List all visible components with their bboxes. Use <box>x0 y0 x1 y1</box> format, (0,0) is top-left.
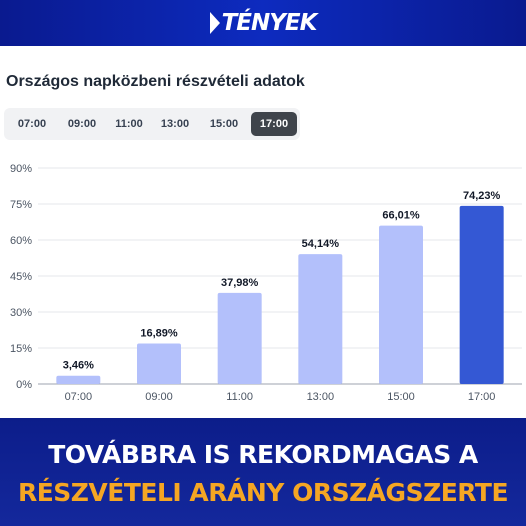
brand-logo: TÉNYEK <box>209 10 318 36</box>
time-tabs: 07:00 09:00 11:00 13:00 15:00 17:00 <box>4 108 300 140</box>
bar-chart: 0% 15% 30% 45% 60% 75% 90% 3,46% 07:00 16,89% 09:0… <box>10 163 522 403</box>
data-label: 66,01% <box>382 210 420 222</box>
headline-line-1: TOVÁBBRA IS REKORDMAGAS A <box>48 440 478 469</box>
chart-title: Országos napközbeni részvételi adatok <box>6 73 305 90</box>
x-tick-label: 11:00 <box>226 391 253 403</box>
x-tick-label: 17:00 <box>468 391 496 403</box>
tab-0900[interactable]: 09:00 <box>67 118 97 130</box>
bar-0700 <box>56 375 101 384</box>
tab-0700[interactable]: 07:00 <box>17 118 47 130</box>
bar-1300 <box>298 254 343 384</box>
x-tick-label: 15:00 <box>387 391 415 403</box>
y-tick-label: 75% <box>10 199 32 211</box>
y-tick-label: 90% <box>10 163 32 175</box>
bar-1700 <box>459 205 504 384</box>
data-label: 74,23% <box>463 190 501 202</box>
y-tick-label: 15% <box>10 343 32 355</box>
x-tick-label: 13:00 <box>307 391 335 403</box>
bar-0900 <box>137 343 181 384</box>
y-tick-label: 45% <box>10 271 32 283</box>
data-label: 37,98% <box>221 277 259 289</box>
tab-1500[interactable]: 15:00 <box>209 118 239 130</box>
data-label: 54,14% <box>302 238 340 250</box>
x-tick-label: 07:00 <box>65 391 93 403</box>
bar-1500 <box>379 225 423 384</box>
y-tick-label: 0% <box>16 379 32 391</box>
y-tick-label: 60% <box>10 235 32 247</box>
data-label: 16,89% <box>140 327 178 339</box>
x-tick-label: 09:00 <box>145 391 173 403</box>
bar-1100 <box>217 292 262 384</box>
tab-1700[interactable]: 17:00 <box>251 112 297 136</box>
top-banner: TÉNYEK <box>0 0 526 46</box>
y-tick-label: 30% <box>10 307 32 319</box>
logo-mark-icon <box>209 12 220 34</box>
brand-logo-text: TÉNYEK <box>221 10 318 36</box>
tab-1100[interactable]: 11:00 <box>115 118 143 130</box>
headline-line-2: RÉSZVÉTELI ARÁNY ORSZÁGSZERTE <box>17 478 509 507</box>
headline-banner: TOVÁBBRA IS REKORDMAGAS A RÉSZVÉTELI ARÁ… <box>0 418 526 526</box>
tab-1300[interactable]: 13:00 <box>160 118 190 130</box>
chart-card: Országos napközbeni részvételi adatok 07… <box>0 46 526 418</box>
data-label: 3,46% <box>63 360 94 372</box>
